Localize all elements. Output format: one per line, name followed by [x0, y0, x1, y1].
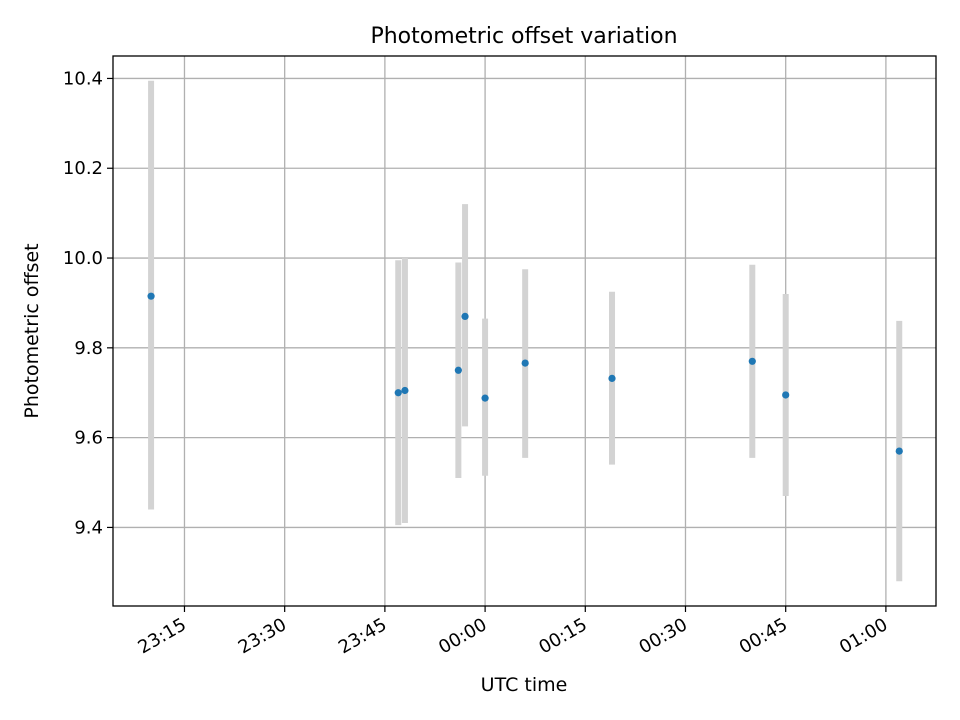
data-point — [454, 366, 462, 374]
data-point — [147, 292, 155, 300]
x-axis-label: UTC time — [481, 674, 568, 696]
data-point — [782, 391, 790, 399]
y-tick-label: 10.0 — [63, 248, 103, 269]
y-tick-label: 9.6 — [74, 428, 103, 449]
y-tick-label: 10.4 — [63, 68, 103, 89]
y-axis-label: Photometric offset — [21, 243, 43, 418]
data-point — [461, 312, 469, 321]
data-point — [394, 389, 402, 397]
y-tick-label: 9.4 — [74, 517, 103, 538]
data-point — [608, 374, 616, 382]
data-point — [521, 359, 529, 367]
data-point — [748, 357, 756, 365]
y-axis-ticks: 9.4 9.6 9.8 10.0 10.2 10.4 — [63, 68, 113, 538]
chart-title: Photometric offset variation — [370, 24, 677, 49]
y-tick-label: 10.2 — [63, 158, 103, 179]
data-points — [147, 292, 903, 455]
data-point — [401, 386, 409, 395]
data-point — [481, 394, 489, 402]
grid — [113, 56, 936, 606]
plot-frame — [112, 55, 937, 607]
data-point — [895, 447, 903, 455]
y-tick-label: 9.8 — [74, 338, 103, 359]
